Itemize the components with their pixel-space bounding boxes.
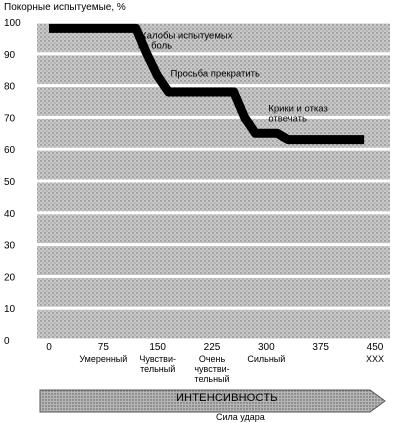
annotation-label: Просьба прекратить [171,69,260,80]
y-tick-label: 30 [4,241,16,252]
y-tick-label: 20 [4,272,16,283]
y-tick-label: 100 [4,18,21,29]
grid-band [37,214,390,244]
x-category-label: XXX [366,354,384,364]
y-tick-label: 80 [4,82,16,93]
x-category-labels: Умеренный Чувстви-тельный Очень чувстви-тел… [79,354,384,384]
y-tick-label: 70 [4,113,16,124]
x-tick-label: 450 [367,342,384,353]
y-axis-title: Покорные испытуемые, % [4,2,126,13]
grid-band [37,150,390,180]
y-tick-label: 60 [4,145,16,156]
series-line [49,23,365,145]
grid-band [37,277,390,307]
grid-band [37,182,390,212]
intensity-label: ИНТЕНСИВНОСТЬ [176,392,278,404]
y-tick-label: 90 [4,50,16,61]
intensity-arrow: ИНТЕНСИВНОСТЬ Сила удара [39,389,386,422]
x-tick-label: 225 [204,342,221,353]
plot-background [37,23,390,339]
x-tick-labels: 0 75 150 225 300 375 450 [46,342,384,353]
grid-band [37,246,390,275]
series-layer [49,23,365,145]
x-category-label: Очень чувстви-тельный [194,354,229,384]
x-tick-label: 300 [258,342,275,353]
y-tick-label: 0 [4,336,10,347]
intensity-arrow-shape [39,389,386,413]
y-tick-label: 50 [4,177,16,188]
grid-band [37,55,390,85]
annotations: Жалобы испытуемых на боль Просьба прекрати… [138,30,328,124]
grid-band [37,309,390,339]
x-category-label: Умеренный [79,354,127,364]
x-tick-label: 0 [46,342,52,353]
y-tick-labels: 0 10 20 30 40 50 60 70 80 90 100 [4,18,21,347]
intensity-sublabel: Сила удара [216,412,265,422]
annotation-label: Крики и отказ отвечать [268,104,328,125]
x-category-label: Чувстви-тельный [139,354,176,374]
x-tick-label: 375 [312,342,329,353]
y-tick-label: 40 [4,209,16,220]
x-tick-label: 75 [98,342,110,353]
x-category-label: Сильный [247,354,285,364]
annotation-label: Жалобы испытуемых на боль [138,30,233,51]
y-tick-label: 10 [4,304,16,315]
x-tick-label: 150 [149,342,166,353]
